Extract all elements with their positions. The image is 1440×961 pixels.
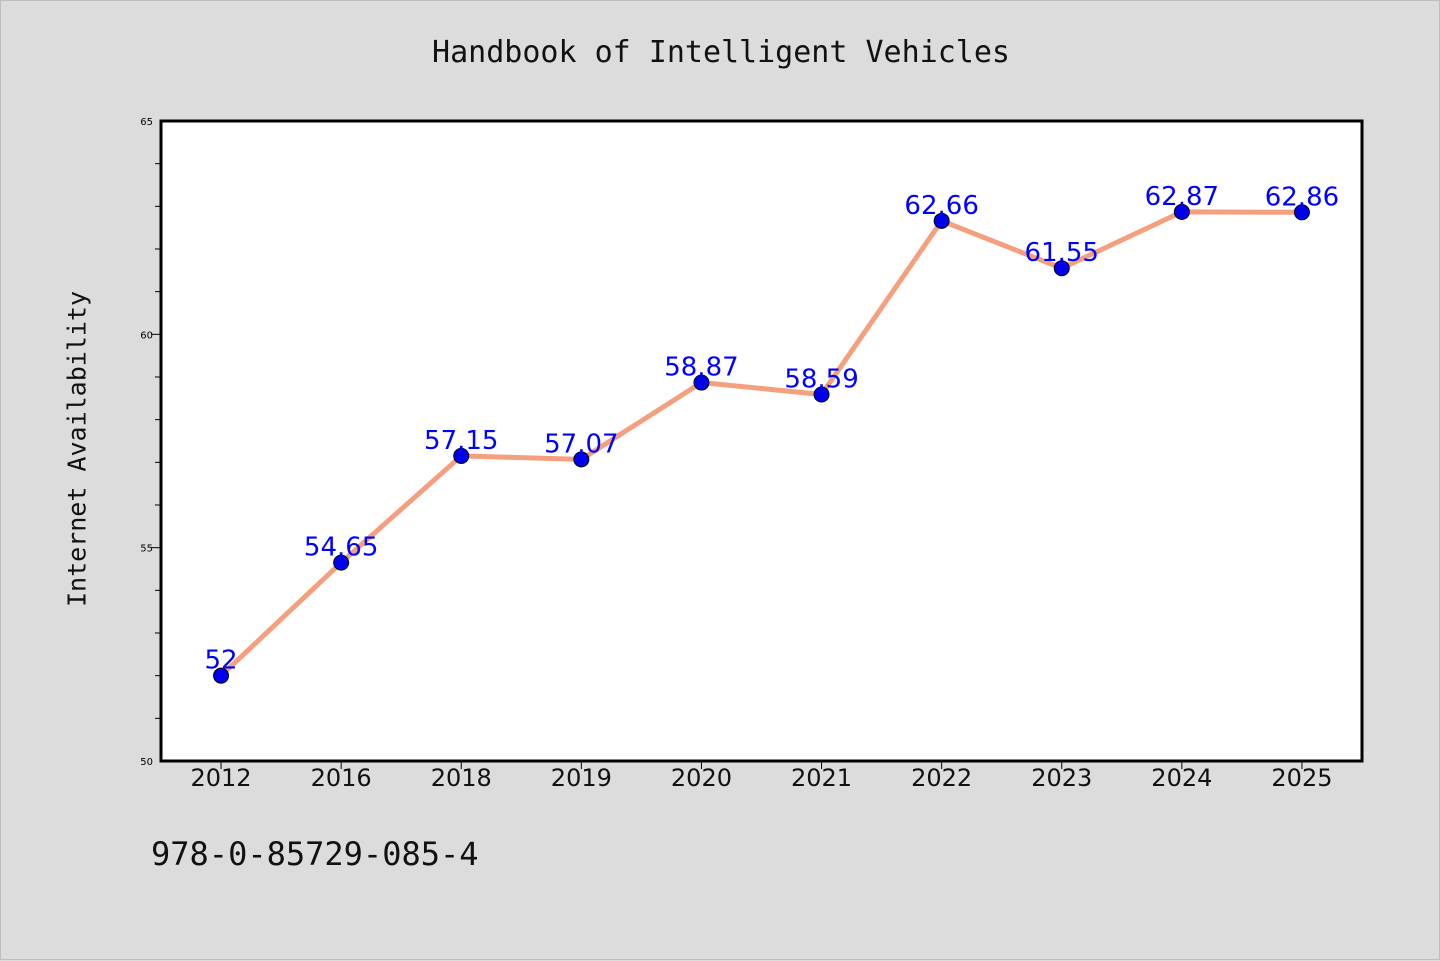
x-tick-label: 2023 [1031,764,1092,792]
data-label: 62.87 [1145,182,1219,212]
data-point [1293,204,1310,221]
data-point [573,451,590,468]
data-point [933,212,950,229]
x-tick-label: 2025 [1271,764,1332,792]
x-tick-label: 2021 [791,764,852,792]
x-tick-label: 2016 [311,764,372,792]
y-tick-label: 65 [140,117,153,128]
data-point [813,386,830,403]
data-label: 57.07 [544,429,618,459]
data-point [453,447,470,464]
data-label: 58.59 [784,364,858,394]
data-label: 62.66 [904,191,978,221]
data-point [213,667,230,684]
x-tick-label: 2019 [551,764,612,792]
y-tick-label: 60 [140,330,153,341]
data-point [693,374,710,391]
series-line [218,209,1305,679]
data-label: 54.65 [304,533,378,563]
data-label: 52 [205,646,238,676]
data-point [1173,203,1190,220]
chart-title: Handbook of Intelligent Vehicles [432,35,1010,70]
y-tick-label: 55 [140,544,153,555]
data-label: 58.87 [664,353,738,383]
data-label: 61.55 [1025,238,1099,268]
data-label: 62.86 [1265,182,1339,212]
x-tick-label: 2012 [191,764,252,792]
x-tick-label: 2024 [1151,764,1212,792]
isbn-text: 978-0-85729-085-4 [151,835,479,873]
x-tick-label: 2018 [431,764,492,792]
data-point [1053,260,1070,277]
x-tick-label: 2020 [671,764,732,792]
data-point [333,554,350,571]
x-tick-label: 2022 [911,764,972,792]
plot-area [159,119,1364,763]
data-label: 57.15 [424,426,498,456]
y-tick-label: 50 [140,757,153,768]
